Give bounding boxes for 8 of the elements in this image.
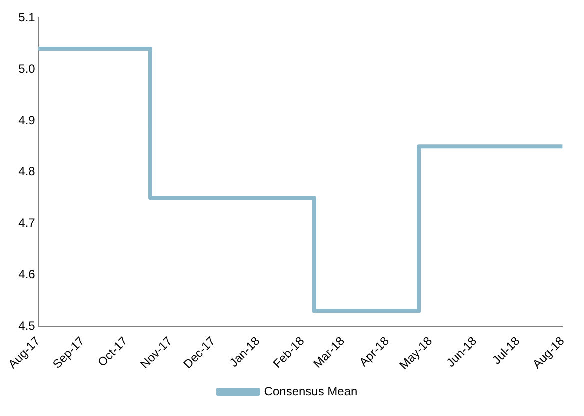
y-tick-label: 4.7 bbox=[18, 216, 36, 230]
y-tick-label: 4.9 bbox=[18, 113, 36, 128]
y-tick-label: 5.0 bbox=[18, 62, 36, 76]
y-tick-label: 5.1 bbox=[18, 10, 36, 25]
y-tick-label: 4.6 bbox=[18, 267, 36, 282]
legend-label: Consensus Mean bbox=[264, 384, 358, 398]
y-tick-label: 4.5 bbox=[18, 318, 36, 333]
y-tick-label: 4.8 bbox=[18, 164, 36, 179]
